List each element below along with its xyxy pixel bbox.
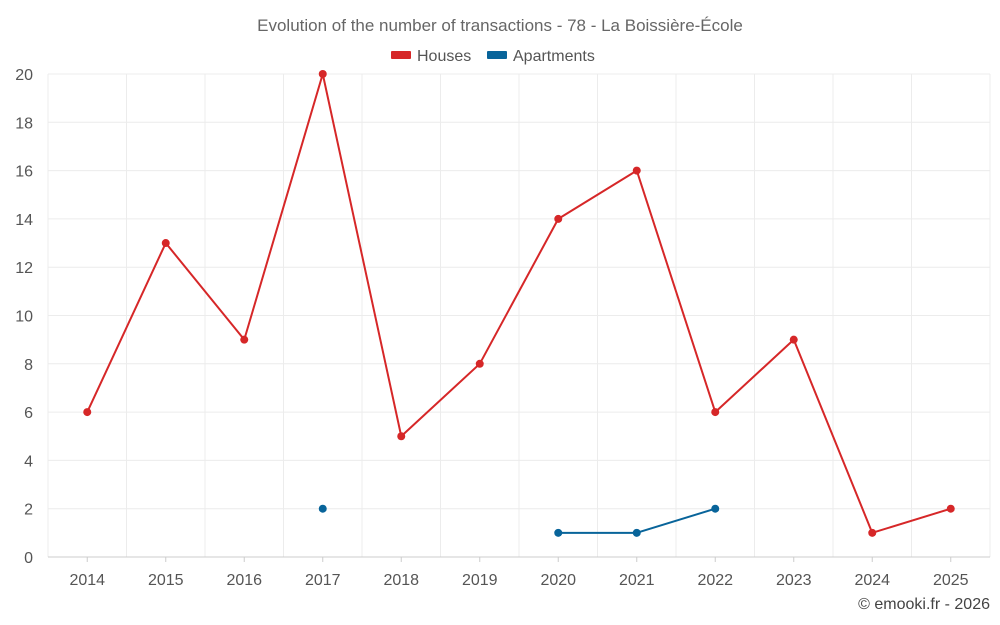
grid [47, 73, 991, 557]
y-tick-label: 0 [24, 550, 33, 567]
data-point-houses[interactable] [475, 359, 484, 368]
legend-item-houses[interactable]: Houses [391, 48, 471, 65]
y-tick-label: 2 [24, 502, 33, 519]
x-tick-label: 2021 [619, 572, 655, 589]
legend-swatch-apartments [487, 51, 507, 59]
data-point-apartments[interactable] [711, 504, 720, 513]
x-tick-label: 2022 [697, 572, 733, 589]
legend-swatch-houses [391, 51, 411, 59]
series [83, 70, 955, 537]
legend: Houses Apartments [391, 48, 595, 65]
legend-label-apartments: Apartments [513, 48, 595, 65]
axes: 0 2 4 6 8 10 12 14 16 18 20 2014 2015 2016 2017 2018 201… [15, 67, 990, 589]
x-tick-label: 2017 [305, 572, 341, 589]
y-tick-label: 12 [15, 260, 33, 277]
y-tick-label: 18 [15, 115, 33, 132]
data-point-apartments[interactable] [632, 528, 641, 537]
data-point-houses[interactable] [632, 166, 641, 175]
x-tick-label: 2016 [226, 572, 262, 589]
x-tick-label: 2023 [776, 572, 812, 589]
y-tick-label: 20 [15, 67, 33, 84]
y-tick-label: 8 [24, 357, 33, 374]
data-point-houses[interactable] [318, 70, 327, 78]
data-point-houses[interactable] [397, 432, 406, 441]
x-tick-label: 2025 [933, 572, 969, 589]
data-point-houses[interactable] [161, 239, 170, 248]
y-tick-label: 16 [15, 164, 33, 181]
data-point-houses[interactable] [946, 504, 955, 513]
x-tick-label: 2015 [148, 572, 184, 589]
x-tick-label: 2019 [462, 572, 498, 589]
x-tick-label: 2014 [69, 572, 105, 589]
data-point-houses[interactable] [789, 335, 798, 344]
data-point-houses[interactable] [711, 408, 720, 417]
y-tick-label: 14 [15, 212, 33, 229]
x-tick-label: 2024 [854, 572, 890, 589]
legend-label-houses: Houses [417, 48, 471, 65]
y-tick-label: 6 [24, 405, 33, 422]
data-point-apartments[interactable] [554, 528, 563, 537]
series-line-houses [86, 73, 952, 534]
y-tick-label: 4 [24, 453, 33, 470]
credit-text: © emooki.fr - 2026 [858, 596, 990, 613]
y-tick-label: 10 [15, 309, 33, 326]
chart-title: Evolution of the number of transactions … [257, 16, 743, 35]
data-point-houses[interactable] [554, 214, 563, 223]
data-point-apartments[interactable] [318, 504, 327, 513]
data-point-houses[interactable] [83, 408, 92, 417]
x-tick-label: 2018 [383, 572, 419, 589]
x-tick-label: 2020 [540, 572, 576, 589]
data-point-houses[interactable] [868, 528, 877, 537]
data-point-houses[interactable] [240, 335, 249, 344]
legend-item-apartments[interactable]: Apartments [487, 48, 595, 65]
